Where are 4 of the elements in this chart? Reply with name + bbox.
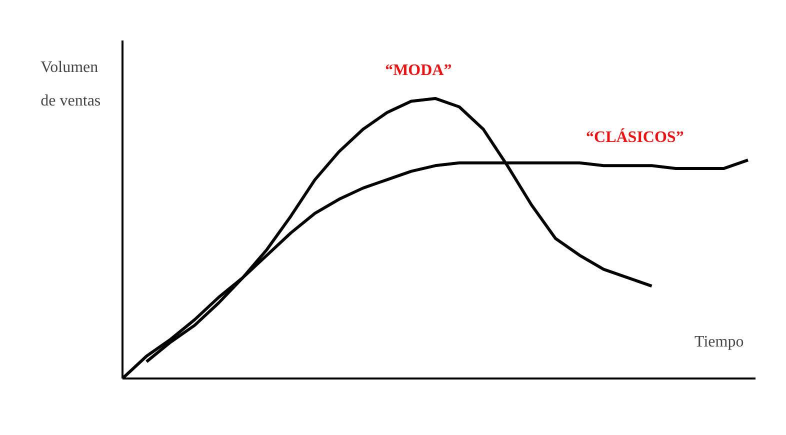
x-axis-title: Tiempo bbox=[694, 333, 744, 350]
y-axis-title: Volumen de ventas bbox=[40, 59, 101, 110]
series-label: “MODA” bbox=[385, 62, 452, 79]
series-label: “CLÁSICOS” bbox=[586, 128, 684, 146]
